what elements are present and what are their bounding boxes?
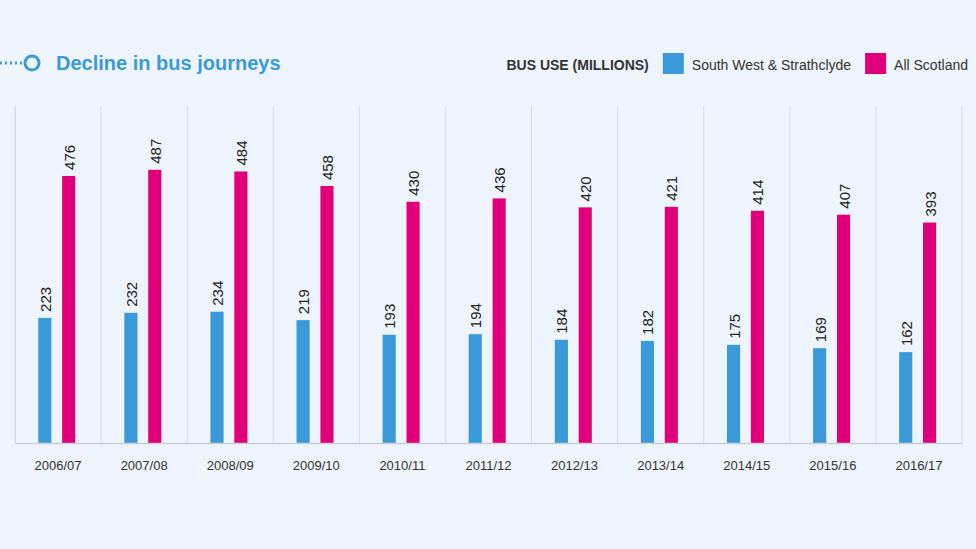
data-label: 487 — [147, 139, 164, 164]
bar — [406, 202, 419, 443]
separator — [875, 106, 876, 443]
x-tick-label: 2006/07 — [35, 458, 82, 473]
bar — [579, 207, 592, 443]
bar — [727, 345, 740, 443]
x-tick: 2016/17 — [895, 443, 942, 473]
data-label: 393 — [922, 191, 939, 216]
bar — [493, 198, 506, 443]
data-label: 232 — [123, 282, 140, 307]
bar — [813, 348, 826, 443]
background — [0, 0, 976, 549]
y-axis-line — [15, 107, 16, 444]
x-tick-label: 2009/10 — [293, 458, 340, 473]
separator — [703, 106, 704, 443]
separator — [789, 106, 790, 443]
separator — [962, 106, 963, 443]
x-tick: 2007/08 — [121, 443, 168, 473]
legend-swatch — [865, 53, 886, 74]
x-tick-label: 2016/17 — [895, 458, 942, 473]
legend-swatch — [663, 53, 684, 74]
y-axis — [15, 107, 16, 444]
x-tick: 2010/11 — [379, 443, 425, 473]
bar — [210, 312, 223, 443]
separator — [531, 106, 532, 443]
data-label: 484 — [233, 140, 250, 165]
legend-label: All Scotland — [894, 57, 968, 73]
legend: BUS USE (MILLIONS) South West & Strathcly… — [506, 53, 968, 74]
data-label: 407 — [836, 184, 853, 209]
bar — [837, 215, 850, 443]
x-tick-label: 2010/11 — [379, 458, 425, 473]
data-label: 182 — [639, 310, 656, 335]
x-tick-label: 2012/13 — [551, 458, 598, 473]
separators — [15, 106, 962, 443]
separator — [445, 106, 446, 443]
x-tick: 2013/14 — [637, 443, 684, 473]
data-label: 193 — [381, 304, 398, 329]
x-tick-label: 2007/08 — [121, 458, 168, 473]
x-tick: 2012/13 — [551, 443, 598, 473]
bar — [665, 207, 678, 443]
x-tick: 2008/09 — [207, 443, 254, 473]
bars — [38, 170, 936, 443]
data-label: 194 — [467, 303, 484, 328]
bar — [148, 170, 161, 443]
bar — [297, 320, 310, 443]
separator — [15, 106, 16, 443]
legend-title: BUS USE (MILLIONS) — [506, 57, 648, 73]
data-label: 223 — [37, 287, 54, 312]
chart: 223 232 234 219 193 194 184 182 175 169 162 476 487 4… — [0, 0, 976, 549]
data-label: 476 — [61, 145, 78, 170]
x-tick-label: 2015/16 — [809, 458, 856, 473]
data-label: 234 — [209, 281, 226, 306]
bar — [641, 341, 654, 443]
title: Decline in bus journeys — [56, 52, 281, 74]
separator — [101, 106, 102, 443]
x-tick: 2006/07 — [35, 443, 82, 473]
bar — [38, 318, 51, 443]
data-label: 420 — [577, 176, 594, 201]
data-label: 169 — [812, 317, 829, 342]
data-label: 162 — [898, 321, 915, 346]
data-label: 414 — [749, 180, 766, 205]
data-label: 430 — [405, 171, 422, 196]
data-label: 184 — [553, 309, 570, 334]
data-labels: 223 232 234 219 193 194 184 182 175 169 162 476 487 4… — [37, 139, 939, 346]
separator — [617, 106, 618, 443]
bar — [124, 313, 137, 443]
x-axis: 2006/07 2007/08 2008/09 2009/10 2010/11 2011/… — [16, 443, 963, 473]
bar — [62, 176, 75, 443]
bar — [383, 335, 396, 443]
legend-label: South West & Strathclyde — [692, 57, 851, 73]
x-tick: 2011/12 — [465, 443, 511, 473]
x-tick-label: 2008/09 — [207, 458, 254, 473]
x-tick: 2015/16 — [809, 443, 856, 473]
bar — [899, 352, 912, 443]
bar — [923, 223, 936, 443]
bar — [234, 171, 247, 443]
title-icon-line — [0, 62, 22, 65]
x-tick-label: 2013/14 — [637, 458, 684, 473]
x-tick: 2009/10 — [293, 443, 340, 473]
data-label: 421 — [663, 176, 680, 201]
data-label: 219 — [295, 289, 312, 314]
x-tick-label: 2011/12 — [465, 458, 511, 473]
separator — [187, 106, 188, 443]
x-tick: 2014/15 — [723, 443, 770, 473]
title-group: Decline in bus journeys — [0, 52, 281, 74]
x-axis-line — [16, 443, 963, 445]
bar — [555, 340, 568, 443]
bar — [320, 186, 333, 443]
data-label: 458 — [319, 155, 336, 180]
title-icon-circle — [25, 56, 39, 70]
bar — [751, 211, 764, 443]
data-label: 175 — [726, 314, 743, 339]
bar — [469, 334, 482, 443]
separator — [273, 106, 274, 443]
separator — [359, 106, 360, 443]
data-label: 436 — [491, 167, 508, 192]
x-tick-label: 2014/15 — [723, 458, 770, 473]
